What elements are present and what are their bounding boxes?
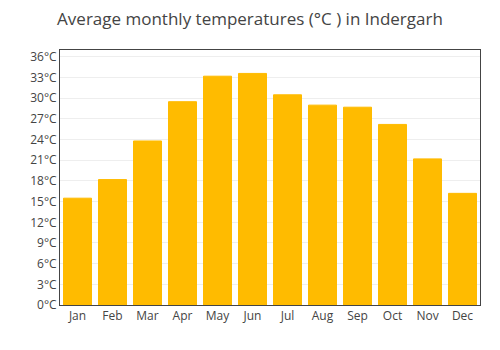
svg-text:0°C: 0°C xyxy=(37,296,57,313)
svg-text:27°C: 27°C xyxy=(30,110,57,127)
svg-text:Aug: Aug xyxy=(312,307,334,324)
svg-text:Jul: Jul xyxy=(280,307,295,324)
svg-text:33°C: 33°C xyxy=(30,69,57,86)
svg-text:Sep: Sep xyxy=(347,307,368,324)
svg-text:Mar: Mar xyxy=(136,307,158,324)
svg-text:24°C: 24°C xyxy=(30,131,57,148)
svg-text:Average monthly temperatures (: Average monthly temperatures (°C ) in In… xyxy=(57,7,443,30)
svg-text:21°C: 21°C xyxy=(30,151,57,168)
svg-text:15°C: 15°C xyxy=(30,193,57,210)
svg-text:3°C: 3°C xyxy=(37,276,57,293)
svg-text:6°C: 6°C xyxy=(37,255,57,272)
svg-text:18°C: 18°C xyxy=(30,172,57,189)
svg-text:9°C: 9°C xyxy=(37,234,57,251)
svg-text:Dec: Dec xyxy=(452,307,473,324)
svg-text:Feb: Feb xyxy=(102,307,122,324)
svg-text:36°C: 36°C xyxy=(30,48,57,65)
svg-text:May: May xyxy=(206,307,230,324)
svg-text:30°C: 30°C xyxy=(30,89,57,106)
svg-text:Apr: Apr xyxy=(173,307,193,324)
svg-text:12°C: 12°C xyxy=(30,214,57,231)
svg-text:Nov: Nov xyxy=(416,307,438,324)
svg-text:Oct: Oct xyxy=(383,307,402,324)
svg-text:Jun: Jun xyxy=(243,307,262,324)
svg-text:Jan: Jan xyxy=(68,307,86,324)
